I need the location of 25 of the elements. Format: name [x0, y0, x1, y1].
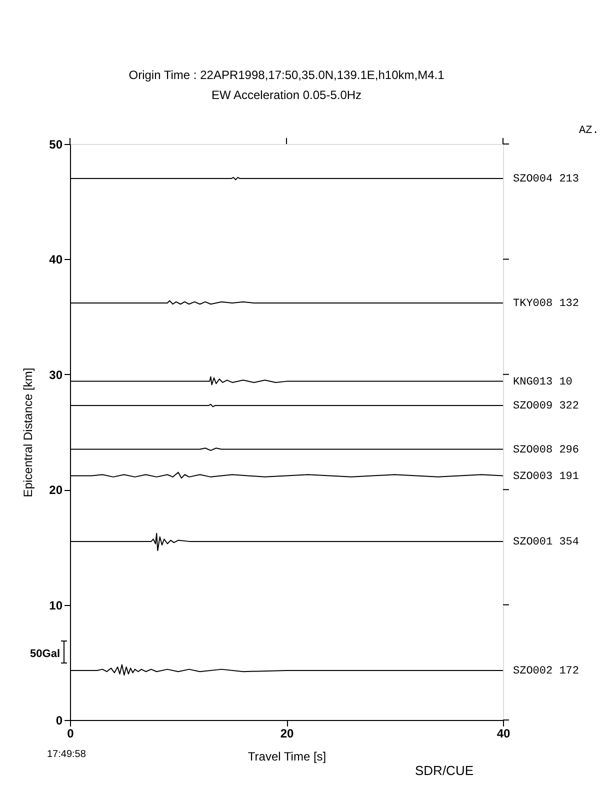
chart-title: Origin Time : 22APR1998,17:50,35.0N,139.1E,h10km,M4.1	[128, 68, 445, 82]
x-axis-title: Travel Time [s]	[248, 750, 326, 764]
y-tick-label: 50	[49, 138, 63, 152]
series-label: SZO002 172	[513, 665, 580, 678]
text: 50Gal	[30, 648, 60, 660]
y-tick-label: 40	[49, 252, 63, 267]
chart-subtitle: EW Acceleration 0.05-5.0Hz	[211, 88, 362, 102]
y-tick-label: 20	[49, 483, 63, 498]
text: AZ.	[579, 125, 599, 137]
legend-label: KNG013 10	[513, 376, 572, 388]
y-tick-label: 10	[49, 598, 63, 612]
y-tick-label: 0	[56, 714, 63, 728]
text: 17:49:58	[47, 749, 86, 760]
x-tick-label: 40	[496, 726, 510, 740]
series-label: SZO001 354	[513, 536, 580, 548]
series-label: SZO004 213	[513, 174, 580, 186]
x-tick-label: 0	[67, 726, 74, 740]
series-label: SZO009 322	[513, 400, 580, 413]
series-label: SZO008 296	[513, 444, 580, 456]
series-label: TKY008 132	[513, 298, 580, 310]
series-label: SZO003 191	[513, 470, 580, 483]
x-tick-label: 20	[280, 726, 294, 740]
text: SDR/CUE	[415, 763, 474, 778]
y-axis-title: Epicentral Distance [km]	[21, 368, 36, 498]
y-tick-label: 30	[49, 368, 63, 382]
